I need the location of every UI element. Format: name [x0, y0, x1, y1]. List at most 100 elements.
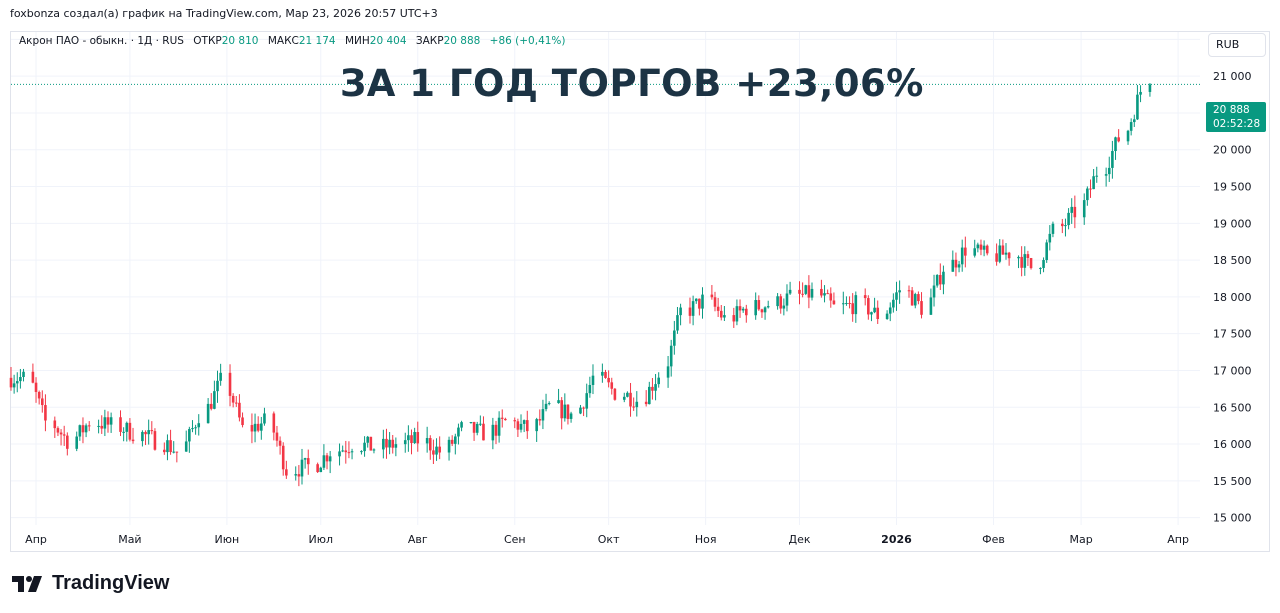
- last-price-value: 20 888: [1213, 104, 1250, 116]
- bar-countdown: 02:52:28: [1213, 118, 1261, 130]
- candle-body: [673, 330, 676, 346]
- candle-body: [432, 450, 435, 455]
- candle-body: [322, 455, 326, 468]
- y-tick-label: 19 500: [1213, 181, 1252, 194]
- candle-body: [719, 310, 723, 318]
- candle-body: [40, 398, 44, 406]
- tradingview-logo[interactable]: TradingView: [12, 572, 169, 595]
- candle-body: [391, 439, 395, 448]
- candle-body: [416, 432, 420, 444]
- candle-body: [779, 296, 783, 309]
- candle-body: [957, 264, 961, 268]
- candle-body: [1061, 223, 1064, 227]
- x-tick-label: Апр: [25, 533, 47, 546]
- candle-body: [735, 306, 739, 322]
- candle-body: [122, 431, 125, 433]
- x-tick-label: Апр: [1167, 533, 1189, 546]
- candle-body: [1136, 94, 1139, 120]
- y-tick-label: 17 500: [1213, 328, 1252, 341]
- candle-body: [873, 307, 876, 313]
- candle-body: [798, 289, 801, 294]
- candle-body: [281, 445, 285, 470]
- candle-body: [513, 420, 517, 422]
- candle-body: [982, 245, 986, 250]
- candle-body: [103, 417, 107, 429]
- candle-body: [635, 401, 639, 408]
- candle-body: [788, 289, 792, 294]
- candle-body: [610, 382, 614, 389]
- candle-body: [1139, 91, 1142, 95]
- y-tick-label: 18 000: [1213, 291, 1252, 304]
- chart-frame[interactable]: [10, 31, 1270, 552]
- candle-body: [1064, 225, 1067, 227]
- candle-body: [366, 436, 369, 443]
- candle-body: [56, 428, 60, 433]
- last-price-tag: 20 888 02:52:28: [1206, 102, 1266, 132]
- candle-body: [450, 439, 454, 444]
- open-value: 20 810: [221, 35, 259, 47]
- candle-body: [347, 452, 351, 454]
- candle-body: [604, 371, 607, 378]
- candle-body: [191, 428, 194, 430]
- candle-body: [691, 301, 695, 316]
- candle-body: [1148, 84, 1152, 92]
- candle-body: [698, 298, 701, 309]
- candle-body: [285, 469, 288, 476]
- candle-body: [547, 403, 551, 405]
- candle-body: [544, 403, 548, 410]
- candle-body: [591, 375, 595, 385]
- candle-body: [829, 293, 833, 301]
- x-tick-label: Мар: [1069, 533, 1092, 546]
- candle-body: [763, 307, 767, 313]
- candle-body: [1095, 175, 1099, 177]
- candle-body: [867, 298, 870, 315]
- candle-body: [863, 295, 867, 299]
- candle-body: [973, 248, 977, 256]
- candle-body: [350, 451, 354, 453]
- candle-body: [842, 303, 845, 305]
- candle-body: [12, 383, 16, 388]
- candle-body: [153, 431, 157, 450]
- candle-body: [807, 285, 811, 298]
- candle-body: [1114, 137, 1117, 152]
- currency-button[interactable]: RUB: [1208, 33, 1266, 57]
- candle-body: [854, 295, 858, 315]
- candle-body: [932, 285, 936, 298]
- candle-body: [741, 308, 745, 311]
- candle-body: [457, 427, 460, 437]
- candle-body: [960, 247, 964, 265]
- candle-body: [782, 305, 786, 309]
- candle-body: [688, 307, 692, 316]
- candle-body: [413, 432, 416, 444]
- candle-body: [460, 422, 463, 428]
- candle-body: [1129, 122, 1133, 131]
- candle-body: [964, 247, 967, 256]
- candle-body: [297, 474, 301, 477]
- candle-body: [913, 294, 917, 306]
- candle-body: [447, 439, 451, 453]
- candle-body: [1017, 256, 1020, 259]
- candle-body: [34, 382, 38, 392]
- y-tick-label: 15 500: [1213, 475, 1252, 488]
- candle-body: [885, 313, 889, 320]
- candle-body: [87, 425, 91, 427]
- candle-body: [385, 438, 388, 448]
- y-tick-label: 21 000: [1213, 70, 1252, 83]
- candle-body: [360, 451, 363, 453]
- candle-body: [651, 386, 654, 391]
- close-value: 20 888: [443, 35, 481, 47]
- change-value: +86 (+0,41%): [489, 35, 566, 47]
- candle-body: [557, 400, 560, 404]
- candle-body: [785, 293, 789, 306]
- candle-body: [372, 449, 376, 451]
- candle-body: [59, 432, 63, 435]
- candle-body: [716, 306, 720, 311]
- candle-body: [760, 309, 764, 313]
- candle-body: [648, 386, 651, 405]
- candle-body: [341, 450, 344, 452]
- candle-body: [888, 307, 892, 314]
- candle-body: [845, 303, 848, 305]
- candle-body: [823, 293, 826, 296]
- candle-body: [1132, 119, 1136, 123]
